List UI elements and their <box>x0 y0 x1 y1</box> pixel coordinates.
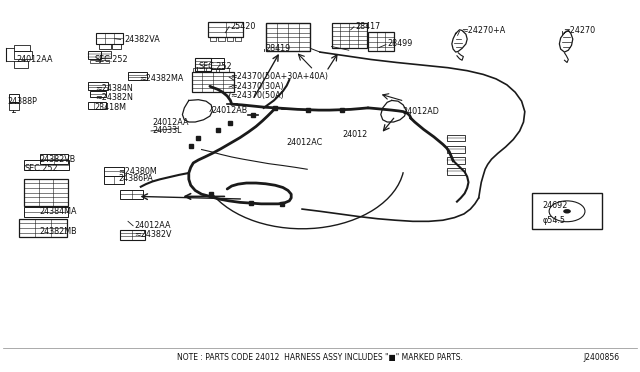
Bar <box>96 33 123 44</box>
Bar <box>14 45 30 51</box>
Bar <box>218 37 225 41</box>
Text: 24012AC: 24012AC <box>287 138 323 147</box>
Bar <box>14 51 32 59</box>
Bar <box>192 72 234 92</box>
Bar <box>227 37 233 41</box>
Bar <box>88 102 106 109</box>
Bar <box>447 135 465 141</box>
Text: ≂24270: ≂24270 <box>563 26 595 35</box>
Text: 24012AA: 24012AA <box>16 55 52 64</box>
Text: 28419: 28419 <box>266 44 291 53</box>
Text: ≂24270+A: ≂24270+A <box>461 26 505 35</box>
Text: 24692: 24692 <box>543 201 568 210</box>
Bar <box>88 82 108 90</box>
Bar <box>447 146 465 153</box>
Bar <box>266 23 310 51</box>
Circle shape <box>563 209 571 214</box>
Text: 28499: 28499 <box>387 39 413 48</box>
Text: SEC.252: SEC.252 <box>198 62 232 71</box>
Text: 24012AA: 24012AA <box>152 118 189 126</box>
Bar <box>193 68 204 72</box>
Bar <box>219 68 229 72</box>
Bar <box>210 37 216 41</box>
Text: ≂24380M: ≂24380M <box>118 167 157 176</box>
Bar <box>19 219 67 237</box>
Bar <box>128 72 147 80</box>
Bar <box>99 44 111 49</box>
Text: ≂24382V: ≂24382V <box>134 230 172 239</box>
Text: ≂24370(50A): ≂24370(50A) <box>230 92 284 100</box>
Bar <box>101 51 111 58</box>
Bar <box>90 60 99 63</box>
Bar <box>447 157 465 164</box>
Text: 24388P: 24388P <box>8 97 38 106</box>
Text: 25420: 25420 <box>230 22 256 31</box>
Bar <box>40 154 68 164</box>
Bar <box>24 160 69 170</box>
Text: 24382VB: 24382VB <box>40 155 76 164</box>
Bar <box>195 58 211 71</box>
Text: 24033L: 24033L <box>152 126 182 135</box>
Text: NOTE : PARTS CODE 24012  HARNESS ASSY INCLUDES "■" MARKED PARTS.: NOTE : PARTS CODE 24012 HARNESS ASSY INC… <box>177 353 463 362</box>
Bar <box>104 167 124 176</box>
Bar <box>24 207 68 217</box>
Bar <box>104 176 124 184</box>
Bar <box>90 91 106 97</box>
Text: 24382MB: 24382MB <box>40 227 77 236</box>
Text: 24012AB: 24012AB <box>211 106 248 115</box>
Text: J2400856: J2400856 <box>584 353 620 362</box>
Bar <box>88 51 101 59</box>
Bar <box>332 23 367 48</box>
Bar <box>120 190 143 199</box>
Bar <box>447 168 465 175</box>
Bar <box>211 58 224 69</box>
Text: 24012AD: 24012AD <box>402 107 439 116</box>
Bar <box>206 68 216 72</box>
Text: 28417: 28417 <box>355 22 380 31</box>
Text: ≂24382N: ≂24382N <box>95 93 132 102</box>
Bar <box>532 193 602 229</box>
Text: 24012AA: 24012AA <box>134 221 171 230</box>
Bar <box>120 230 145 240</box>
Text: ≂24370(50A+30A+40A): ≂24370(50A+30A+40A) <box>230 72 328 81</box>
Bar <box>14 61 28 68</box>
Text: 24384MA: 24384MA <box>40 207 77 216</box>
Text: ≂24384N: ≂24384N <box>95 84 132 93</box>
Bar <box>235 37 241 41</box>
Text: 24012: 24012 <box>342 130 367 139</box>
Bar <box>9 94 19 102</box>
Text: 24386PA: 24386PA <box>118 174 153 183</box>
Text: SEC.252: SEC.252 <box>24 164 58 173</box>
Text: φ54.5: φ54.5 <box>543 216 566 225</box>
Bar <box>24 179 68 206</box>
Bar <box>112 44 121 49</box>
Bar <box>368 32 394 51</box>
Bar <box>100 60 109 63</box>
Text: ≂24382MA: ≂24382MA <box>140 74 184 83</box>
Text: ≂24370(30A): ≂24370(30A) <box>230 82 284 91</box>
Text: 23418M: 23418M <box>95 103 127 112</box>
Bar <box>9 103 19 110</box>
Bar <box>208 22 243 37</box>
Text: 24382VA: 24382VA <box>125 35 161 44</box>
Text: SEC.252: SEC.252 <box>95 55 129 64</box>
